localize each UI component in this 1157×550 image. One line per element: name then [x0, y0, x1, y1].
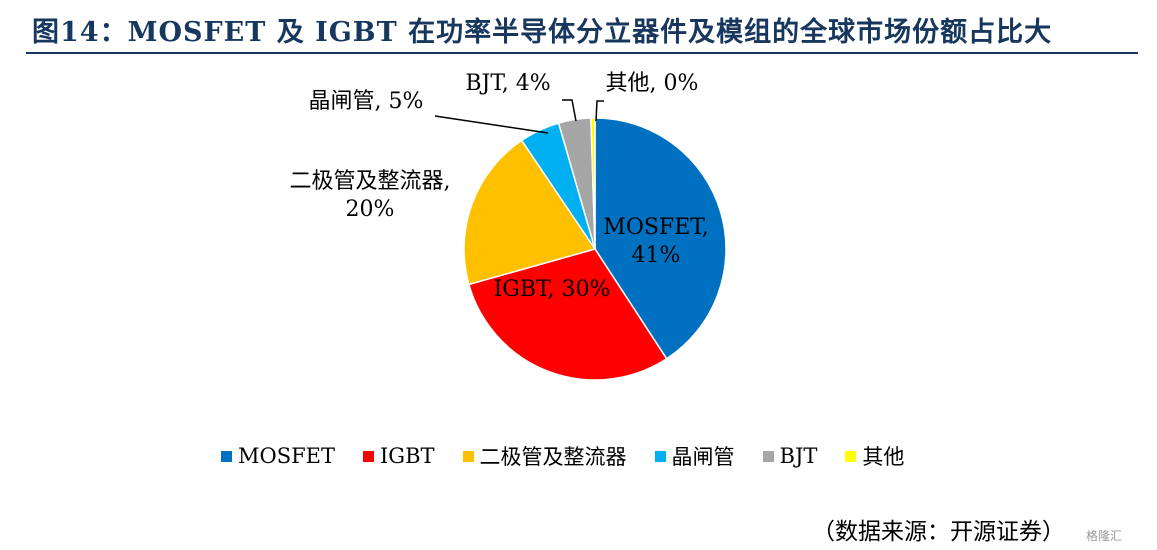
legend-swatch-bjt — [762, 450, 774, 462]
chart-legend: MOSFET IGBT 二极管及整流器 晶闸管 BJT 其他 — [221, 441, 904, 471]
leader-line-other — [595, 100, 604, 122]
title-divider — [26, 52, 1138, 54]
data-label-bjt: BJT, 4% — [465, 71, 550, 96]
legend-label-diode: 二极管及整流器 — [479, 445, 627, 469]
leader-line-thyristor — [434, 115, 549, 134]
legend-label-thyristor: 晶闸管 — [671, 445, 735, 469]
legend-item-diode: 二极管及整流器 — [462, 441, 627, 471]
data-label-mosfet: MOSFET, 41% — [603, 215, 708, 268]
data-label-other: 其他, 0% — [606, 71, 699, 96]
legend-item-mosfet: MOSFET — [221, 444, 335, 468]
legend-label-bjt: BJT — [779, 444, 818, 468]
legend-label-other: 其他 — [862, 445, 905, 469]
legend-item-igbt: IGBT — [363, 444, 435, 468]
legend-swatch-other — [845, 450, 857, 462]
page-title: 图14：MOSFET 及 IGBT 在功率半导体分立器件及模组的全球市场份额占比… — [32, 17, 1053, 48]
data-label-diode: 二极管及整流器, 20% — [290, 169, 451, 222]
legend-swatch-thyristor — [654, 450, 666, 462]
data-label-thyristor: 晶闸管, 5% — [309, 89, 424, 114]
legend-label-igbt: IGBT — [380, 444, 435, 468]
legend-label-mosfet: MOSFET — [238, 444, 336, 468]
legend-swatch-mosfet — [221, 450, 232, 462]
legend-swatch-diode — [462, 450, 474, 462]
watermark-text: 格隆汇 — [1086, 529, 1123, 543]
pie-slice-diode — [463, 139, 597, 286]
source-note: （数据来源：开源证券） — [812, 519, 1065, 545]
leader-line-bjt — [562, 99, 577, 122]
legend-item-thyristor: 晶闸管 — [654, 441, 735, 471]
pie-slice-igbt — [467, 248, 668, 381]
legend-swatch-igbt — [363, 450, 375, 462]
legend-item-other: 其他 — [845, 441, 904, 471]
legend-item-bjt: BJT — [762, 444, 818, 468]
data-label-igbt: IGBT, 30% — [494, 277, 611, 302]
pie-slice-other — [590, 117, 596, 250]
